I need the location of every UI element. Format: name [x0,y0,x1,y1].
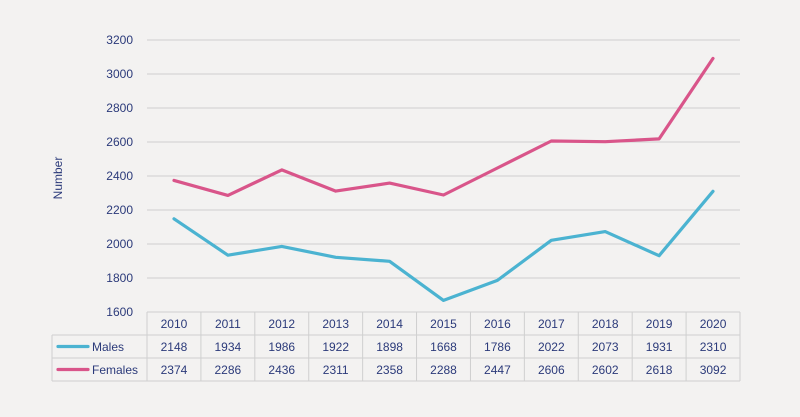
y-tick-label: 2800 [106,101,133,115]
data-label: 2602 [592,363,619,377]
data-label: 1668 [430,340,457,354]
data-label: 2310 [700,340,727,354]
series-line-males [172,189,715,302]
legend-label-females: Females [92,363,138,377]
series-lines [172,56,715,302]
y-axis-ticks: 1600 1800 2000 2200 2400 2600 2800 3000 3200 [106,33,133,319]
y-tick-label: 2200 [106,203,133,217]
y-tick-label: 3200 [106,33,133,47]
x-tick-label: 2011 [215,317,241,331]
data-label: 2606 [538,363,565,377]
grid-lines [147,39,740,313]
data-table: 2010 2011 2012 2013 2014 2015 2016 2017 2018 2019… [51,311,741,382]
x-tick-label: 2016 [484,317,511,331]
data-label: 1922 [322,340,349,354]
x-tick-label: 2014 [376,317,403,331]
y-tick-label: 1600 [106,305,133,319]
data-label: 1934 [215,340,242,354]
data-label: 2436 [268,363,295,377]
x-tick-label: 2013 [322,317,349,331]
y-axis-label: Number [51,157,65,200]
data-label: 2073 [592,340,619,354]
data-label: 2286 [215,363,242,377]
data-label: 2311 [323,363,349,377]
data-label: 1786 [484,340,511,354]
data-label: 2022 [538,340,565,354]
data-label: 1931 [646,340,673,354]
data-label: 2618 [646,363,673,377]
x-tick-label: 2019 [646,317,673,331]
y-tick-label: 1800 [106,271,133,285]
data-label: 3092 [700,363,727,377]
y-tick-label: 2400 [106,169,133,183]
data-label: 2447 [484,363,511,377]
data-label: 1898 [376,340,403,354]
x-tick-label: 2015 [430,317,457,331]
y-tick-label: 2000 [106,237,133,251]
data-label: 2374 [161,363,188,377]
x-tick-label: 2010 [161,317,188,331]
series-line-females [172,56,715,197]
x-tick-label: 2018 [592,317,619,331]
data-label: 2288 [430,363,457,377]
data-label: 2358 [376,363,403,377]
x-tick-label: 2017 [538,317,565,331]
x-tick-label: 2012 [268,317,295,331]
data-label: 1986 [268,340,295,354]
y-tick-label: 3000 [106,67,133,81]
x-tick-label: 2020 [700,317,727,331]
y-tick-label: 2600 [106,135,133,149]
data-label: 2148 [161,340,188,354]
legend-label-males: Males [92,340,124,354]
